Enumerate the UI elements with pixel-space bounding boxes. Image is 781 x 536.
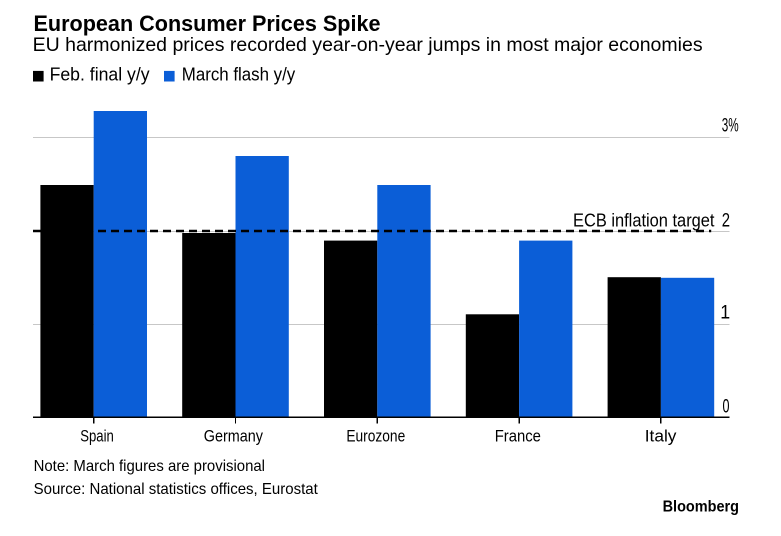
svg-text:0: 0	[723, 396, 730, 417]
svg-text:ECB inflation target: ECB inflation target	[573, 210, 715, 230]
svg-text:Eurozone: Eurozone	[346, 426, 405, 445]
svg-text:Germany: Germany	[204, 426, 264, 445]
svg-text:1: 1	[720, 303, 730, 324]
svg-text:3%: 3%	[722, 115, 739, 136]
svg-text:Italy: Italy	[645, 426, 677, 445]
svg-text:Bloomberg: Bloomberg	[663, 498, 739, 515]
svg-text:Spain: Spain	[80, 426, 114, 445]
svg-text:Source: National statistics of: Source: National statistics offices, Eur…	[34, 481, 319, 498]
svg-text:March flash y/y: March flash y/y	[182, 65, 295, 85]
svg-text:France: France	[495, 426, 541, 445]
svg-text:Note: March figures are provis: Note: March figures are provisional	[34, 458, 265, 475]
svg-text:Feb. final y/y: Feb. final y/y	[50, 65, 150, 85]
svg-text:European Consumer Prices Spike: European Consumer Prices Spike	[34, 11, 381, 36]
svg-text:2: 2	[722, 211, 730, 232]
svg-text:EU harmonized prices recorded: EU harmonized prices recorded year-on-ye…	[33, 34, 703, 56]
